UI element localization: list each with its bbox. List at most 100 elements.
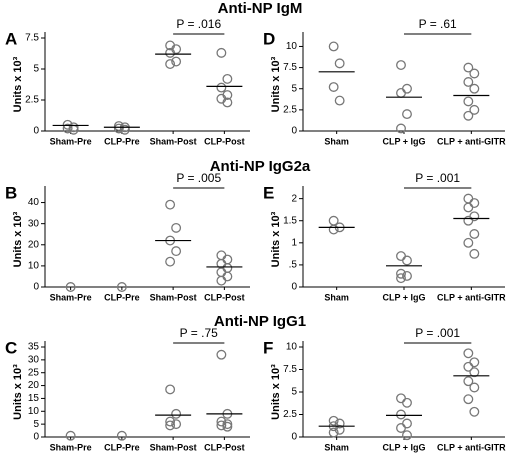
data-point (113, 123, 124, 134)
data-point (165, 47, 176, 58)
row-heading: Anti-NP IgG2a (210, 158, 311, 175)
data-point (463, 193, 474, 204)
data-point (165, 384, 176, 395)
data-point (463, 348, 474, 359)
y-tick-label: 10 (286, 342, 298, 353)
p-value-annotation: P = .016 (176, 17, 221, 31)
data-point (65, 282, 76, 292)
p-value-annotation: P = .001 (415, 171, 460, 185)
data-point (222, 421, 233, 432)
x-tick-label: Sham (324, 292, 349, 302)
data-point (165, 199, 176, 210)
y-axis-label: Units x 10³ (12, 56, 24, 112)
data-point (469, 198, 480, 208)
data-point (216, 416, 227, 427)
y-tick-label: 2.5 (25, 95, 39, 106)
data-point (402, 83, 412, 94)
data-point (171, 419, 182, 430)
data-point (469, 406, 480, 417)
data-point (469, 104, 480, 115)
y-tick-label: 5 (33, 64, 39, 75)
data-point (216, 267, 227, 278)
x-tick-label: CLP-Pre (104, 292, 140, 302)
y-axis-label: Units x 10³ (270, 211, 282, 267)
y-tick-label: 30 (28, 354, 40, 365)
y-tick-label: 7.5 (25, 33, 39, 44)
data-point (469, 367, 480, 378)
panel-letter: A (5, 29, 17, 48)
data-point (165, 416, 176, 427)
y-tick-label: 10 (286, 41, 298, 52)
data-point (463, 376, 474, 387)
data-point (334, 95, 345, 106)
x-tick-label: CLP + IgG (382, 292, 425, 302)
data-point (396, 393, 406, 404)
y-tick-label: 40 (28, 197, 40, 208)
data-point (396, 423, 406, 433)
data-point (463, 110, 474, 121)
data-point (216, 349, 227, 360)
y-tick-label: 25 (28, 367, 40, 378)
p-value-annotation: P = .61 (419, 17, 457, 31)
data-point (62, 123, 73, 134)
panel-letter: F (263, 338, 273, 357)
x-tick-label: CLP-Pre (104, 442, 140, 452)
data-point (469, 211, 480, 222)
data-point (165, 256, 176, 267)
x-tick-label: Sham (324, 442, 349, 452)
panel-letter: C (5, 338, 17, 357)
data-point (334, 424, 345, 435)
p-value-annotation: P = .75 (180, 326, 218, 340)
data-point (402, 109, 412, 120)
x-tick-label: Sham-Pre (50, 136, 92, 146)
panel: F Units x 10³ 0 2.5 5 7.5 10 Sham CLP + IgG CLP +… (263, 326, 506, 452)
data-point (65, 430, 76, 441)
data-point (328, 427, 339, 438)
data-point (463, 77, 474, 87)
data-point (469, 68, 480, 79)
y-tick-label: 0 (291, 432, 297, 443)
panel-letter: B (5, 183, 17, 202)
panel-letter: E (263, 183, 274, 202)
x-tick-label: Sham-Post (150, 442, 197, 452)
panel: D Units x 10³ 0 2.5 5 7.5 10 Sham CLP + IgG CLP +… (263, 17, 506, 146)
panel: B Units x 10³ 0 10 20 30 40 Sham-Pre CLP-Pre Sham… (5, 171, 250, 302)
y-axis-label: Units x 10³ (12, 364, 24, 420)
data-point (396, 251, 406, 262)
x-tick-label: CLP + IgG (382, 136, 425, 146)
y-tick-label: 7.5 (283, 364, 297, 375)
data-point (222, 419, 233, 430)
data-point (222, 263, 233, 273)
y-tick-label: 2 (291, 193, 297, 204)
data-point (222, 254, 233, 265)
data-point (463, 202, 474, 213)
data-point (68, 122, 79, 133)
data-point (171, 56, 182, 67)
x-tick-label: Sham-Post (150, 136, 197, 146)
data-point (216, 275, 227, 286)
x-tick-label: CLP + IgG (382, 442, 425, 452)
data-point (469, 229, 480, 239)
y-tick-label: 30 (28, 218, 40, 229)
data-point (469, 357, 480, 368)
data-point (328, 41, 339, 52)
y-tick-label: 35 (28, 342, 40, 353)
x-tick-label: Sham-Pre (50, 442, 92, 452)
x-tick-label: CLP + anti-GITR (437, 292, 506, 302)
data-point (171, 408, 182, 419)
p-value-annotation: P = .001 (415, 326, 460, 340)
p-value-annotation: P = .005 (176, 171, 221, 185)
row-heading: Anti-NP IgM (218, 0, 303, 17)
panel: E Units x 10³ 0 .5 1 1.5 2 Sham CLP + IgG CLP + a… (263, 171, 506, 302)
data-point (396, 409, 406, 420)
x-tick-label: Sham-Pre (50, 292, 92, 302)
y-tick-label: .5 (289, 260, 298, 271)
data-point (328, 224, 339, 235)
data-point (165, 59, 176, 69)
data-point (116, 430, 127, 441)
data-point (402, 418, 412, 429)
x-tick-label: CLP-Pre (104, 136, 140, 146)
y-tick-label: 0 (291, 126, 297, 137)
y-tick-label: 0 (33, 432, 39, 443)
